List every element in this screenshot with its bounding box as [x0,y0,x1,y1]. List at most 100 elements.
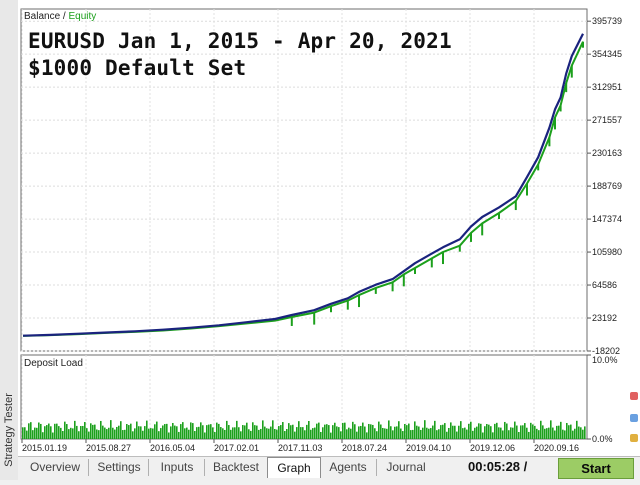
deposit-load-bar [228,425,230,439]
deposit-load-bar [338,427,340,439]
deposit-load-bar [64,421,66,439]
balance-series-line [22,33,584,337]
deposit-load-bar [58,426,60,439]
deposit-load-bar [30,422,32,439]
deposit-load-bar [220,427,222,439]
deposit-load-bar [214,432,216,439]
deposit-load-bar [336,426,338,439]
deposit-load-bar [426,427,428,439]
deposit-load-bar [60,427,62,439]
deposit-load-bar [272,420,274,439]
deposit-load-bar [584,426,586,439]
deposit-load-bar [314,427,316,439]
deposit-load-bar [134,428,136,439]
deposit-load-bar [384,428,386,439]
deposit-load-bar [580,427,582,439]
deposit-load-bar [122,430,124,439]
deposit-load-bar [170,426,172,439]
deposit-load-bar [566,422,568,439]
deposit-load-bar [394,426,396,439]
deposit-load-bar [202,425,204,439]
deposit-load-bar [142,430,144,439]
tab-graph[interactable]: Graph [267,457,321,478]
deposit-load-bar [268,428,270,439]
deposit-load-bar [420,429,422,439]
deposit-load-bar [242,425,244,439]
deposit-load-bar [556,425,558,439]
overlay-line-2: $1000 Default Set [28,56,247,80]
deposit-load-bar [176,426,178,439]
side-marker-icon[interactable] [630,434,638,442]
deposit-load-bar [288,423,290,439]
deposit-load-bar [232,427,234,439]
legend-balance: Balance [24,11,61,22]
y-tick-label: 395739 [592,16,622,26]
deposit-load-bar [334,422,336,439]
tab-agents[interactable]: Agents [320,459,377,476]
deposit-load-bar [178,431,180,439]
deposit-load-bar [250,430,252,439]
deposit-load-bar [574,428,576,439]
tab-journal[interactable]: Journal [386,460,426,474]
deposit-load-bar [476,426,478,439]
deposit-load-bar [558,425,560,439]
deposit-load-bar [284,431,286,439]
deposit-load-bar [450,422,452,439]
deposit-load-bar [94,424,96,439]
deposit-load-bar [418,426,420,439]
deposit-load-bar [128,425,130,439]
deposit-load-bar [302,427,304,439]
deposit-load-bar [490,426,492,439]
deposit-load-bar [280,425,282,439]
deposit-load-bar [364,426,366,439]
deposit-load-bar [432,425,434,439]
deposit-load-bar [518,432,520,439]
deposit-load-bar [506,423,508,439]
start-button[interactable]: Start [558,458,634,479]
deposit-load-bar [294,431,296,439]
deposit-load-bar [406,425,408,439]
tab-backtest[interactable]: Backtest [212,460,260,474]
elapsed-timer: 00:05:28 / [468,459,528,474]
deposit-load-bar [388,420,390,439]
tab-overview[interactable]: Overview [22,459,89,476]
deposit-load-bar [152,428,154,439]
deposit-load-bar [316,423,318,439]
deposit-load-bar [304,430,306,439]
deposit-load-bar [440,425,442,439]
chart-legend: Balance / Equity [24,11,96,22]
overlay-line-1: EURUSD Jan 1, 2015 - Apr 20, 2021 [28,29,452,53]
deposit-load-bar [234,427,236,439]
x-tick-label: 2015.01.19 [22,443,67,453]
deposit-load-bar [292,424,294,439]
deposit-load-bar [540,420,542,439]
deposit-load-bar [508,430,510,439]
side-marker-icon[interactable] [630,392,638,400]
deposit-load-bar [286,429,288,439]
deposit-load-bar [482,432,484,439]
deposit-load-bar [514,421,516,439]
deposit-load-bar [224,429,226,439]
deposit-load-bar [400,428,402,439]
deposit-load-bar [300,427,302,439]
deposit-load-bar [262,420,264,439]
deposit-load-bar [370,424,372,439]
deposit-load-bar [504,421,506,439]
deposit-load-bar [140,426,142,439]
deposit-load-bar [188,429,190,439]
deposit-load-bar [320,431,322,439]
deposit-load-bar [582,429,584,439]
side-marker-icon[interactable] [630,414,638,422]
tab-settings[interactable]: Settings [90,459,149,476]
deposit-load-bar [554,430,556,439]
deposit-load-bar [382,427,384,439]
deposit-load-bar [390,426,392,439]
deposit-load-bar [150,428,152,439]
deposit-load-bar [492,432,494,439]
deposit-load-bar [488,424,490,439]
tab-inputs[interactable]: Inputs [150,459,205,476]
deposit-load-bar [520,425,522,439]
deposit-load-bar [168,432,170,439]
deposit-load-bar [422,427,424,439]
deposit-load-bar [194,431,196,439]
